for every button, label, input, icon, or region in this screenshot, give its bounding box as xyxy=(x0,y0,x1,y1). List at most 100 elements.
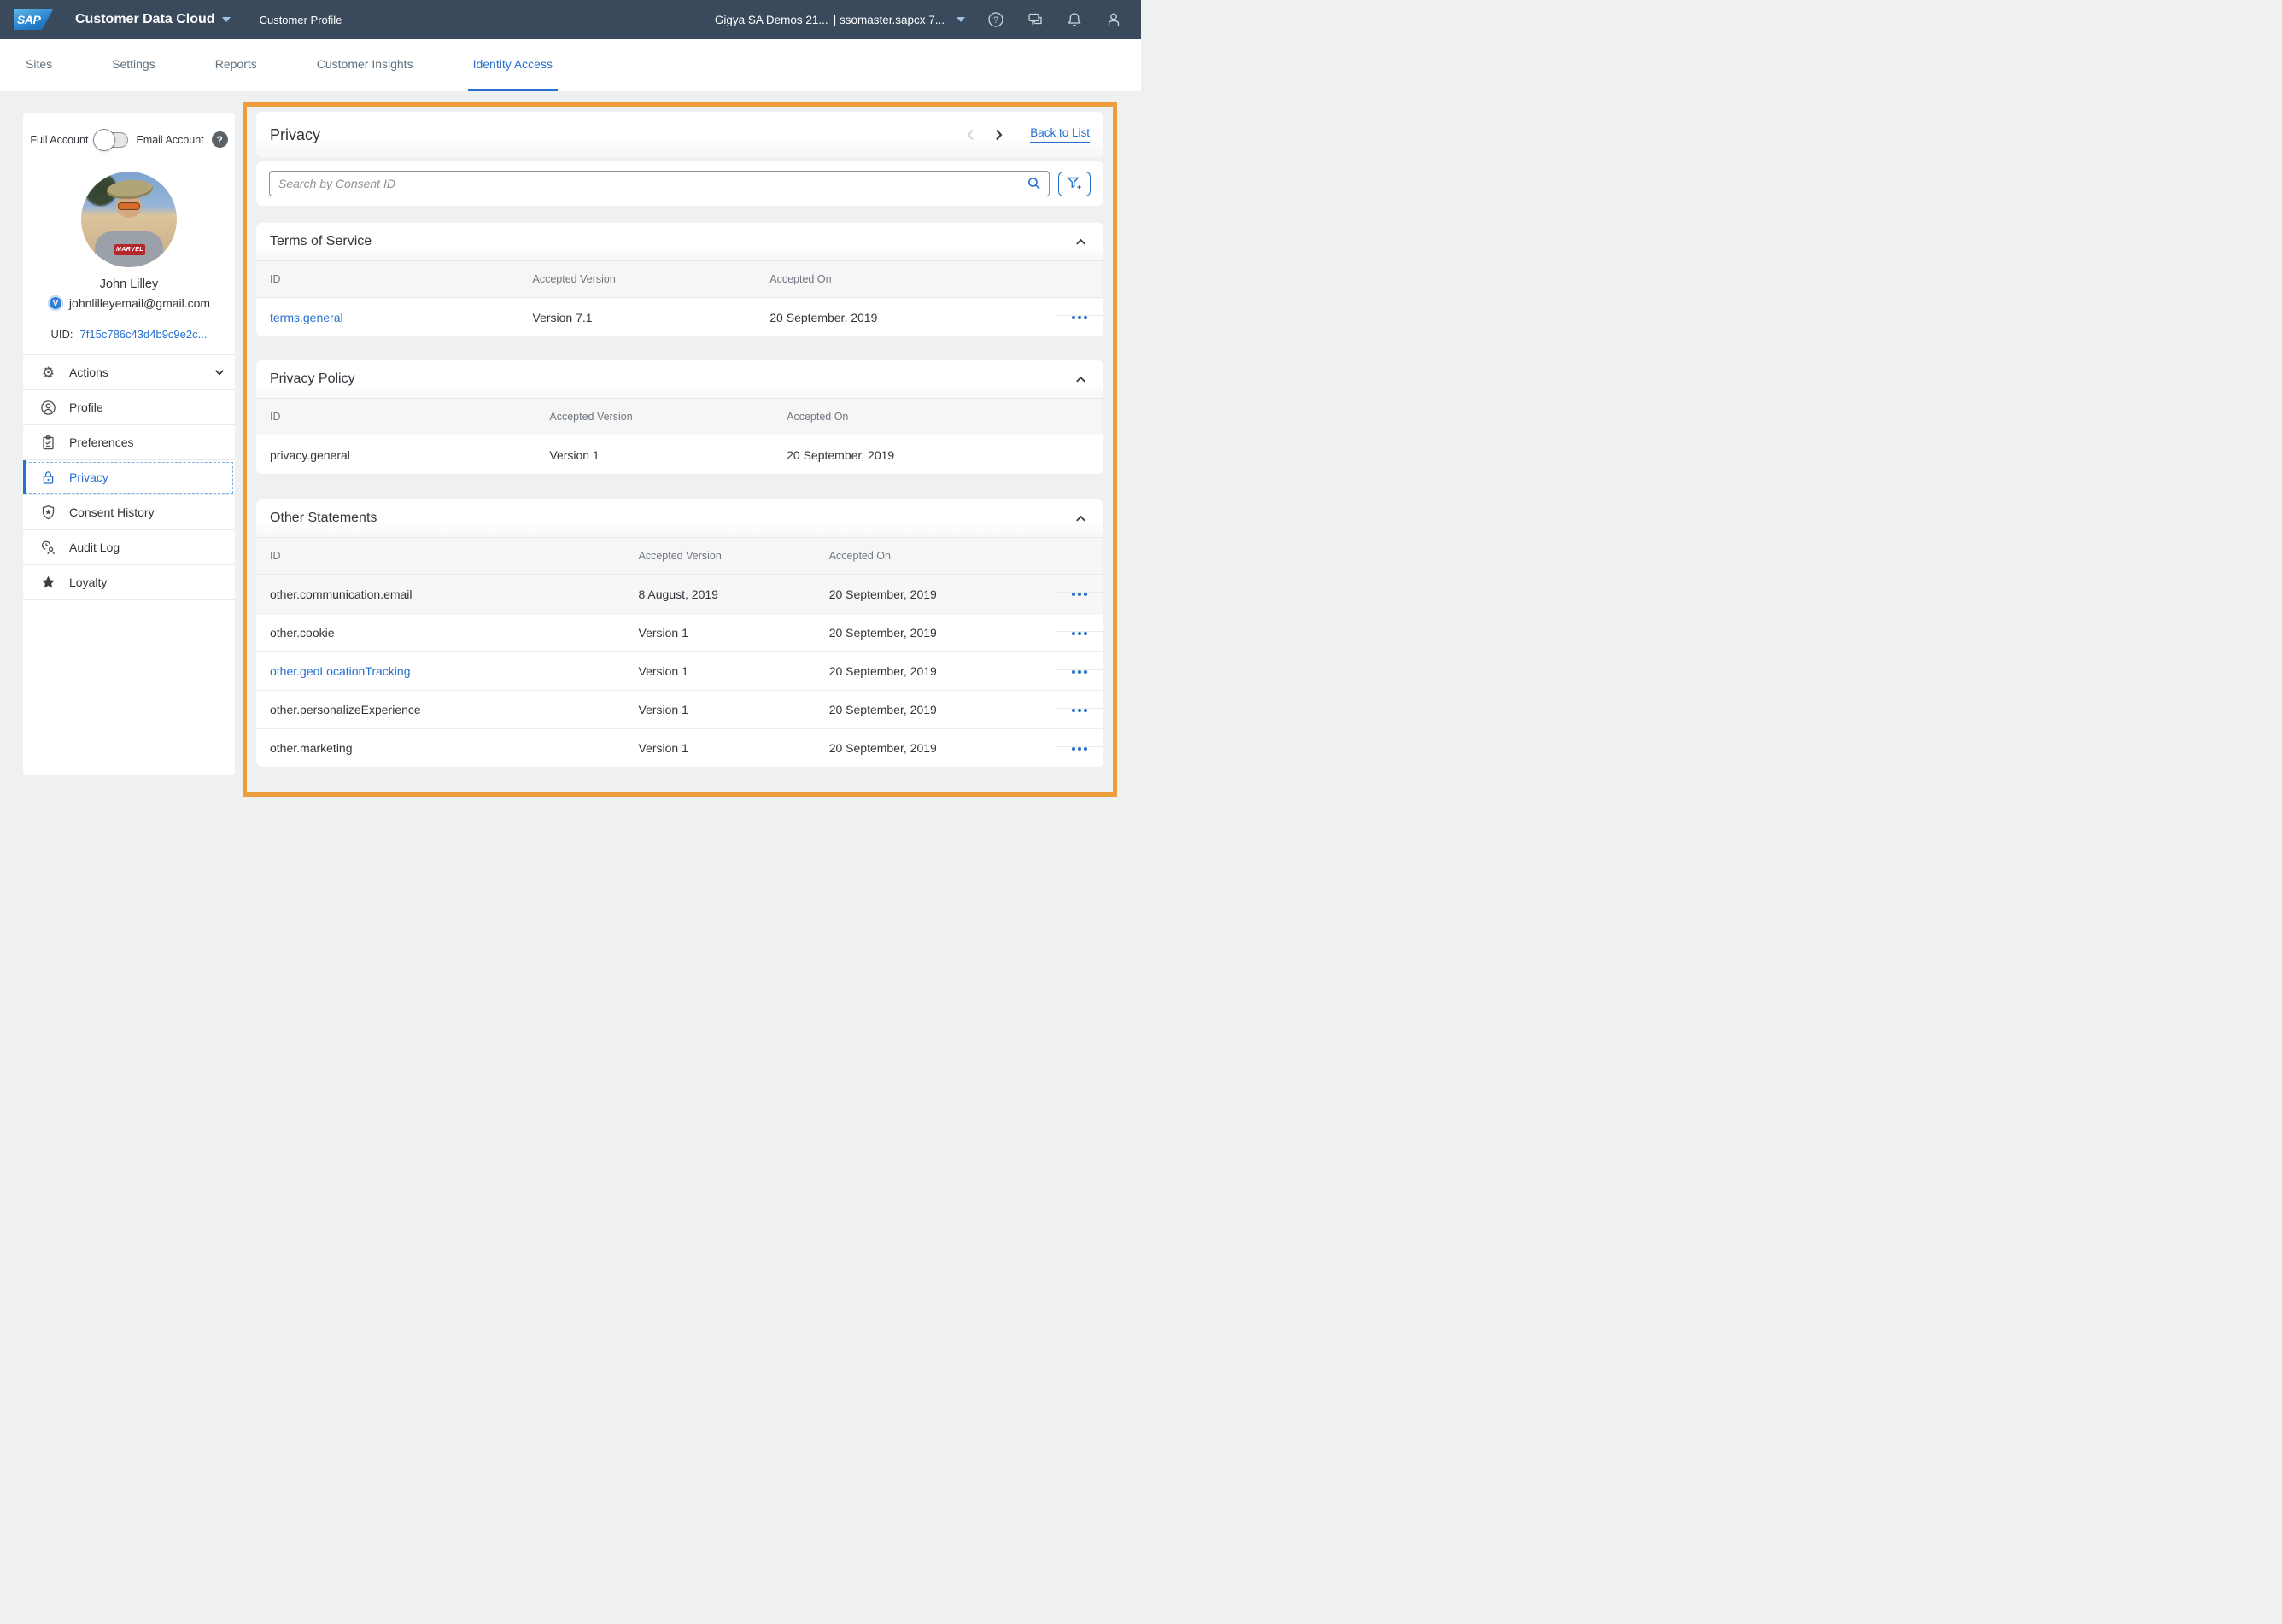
consent-id-link[interactable]: other.geoLocationTracking xyxy=(256,664,625,678)
table-header-row: ID Accepted Version Accepted On xyxy=(256,537,1103,575)
search-icon[interactable] xyxy=(1027,176,1042,191)
next-record-icon[interactable] xyxy=(991,127,1006,143)
accepted-version-value: Version 1 xyxy=(625,664,816,678)
sidebar-item-audit-log[interactable]: Audit Log xyxy=(23,530,235,565)
section-title: Privacy Policy xyxy=(270,371,355,387)
chevron-down-icon[interactable] xyxy=(213,365,226,379)
col-header-accepted-version: Accepted Version xyxy=(535,411,773,423)
table-header-row: ID Accepted Version Accepted On xyxy=(256,398,1103,435)
row-overflow-menu-icon[interactable] xyxy=(1056,708,1103,712)
row-overflow-menu-icon[interactable] xyxy=(1056,315,1103,319)
account-name[interactable]: Gigya SA Demos 21... xyxy=(715,14,828,26)
accepted-on-value: 20 September, 2019 xyxy=(816,741,1056,755)
sidebar-item-privacy[interactable]: Privacy xyxy=(23,460,235,495)
user-icon[interactable] xyxy=(1105,11,1122,28)
avatar-sunglasses xyxy=(119,203,139,209)
table-row: other.marketing Version 1 20 September, … xyxy=(256,728,1103,767)
tab-customer-insights[interactable]: Customer Insights xyxy=(312,39,418,91)
table-row: terms.general Version 7.1 20 September, … xyxy=(256,298,1103,336)
uid-label: UID: xyxy=(51,328,73,341)
table-row: other.personalizeExperience Version 1 20… xyxy=(256,690,1103,728)
tab-settings[interactable]: Settings xyxy=(107,39,161,91)
uid-value-link[interactable]: 7f15c786c43d4b9c9e2c... xyxy=(80,328,208,341)
consent-id-value: other.cookie xyxy=(256,626,625,640)
accepted-on-value: 20 September, 2019 xyxy=(816,703,1056,716)
tab-reports[interactable]: Reports xyxy=(210,39,262,91)
table-row: privacy.general Version 1 20 September, … xyxy=(256,435,1103,474)
terms-of-service-section: Terms of Service ID Accepted Version Acc… xyxy=(256,223,1103,336)
add-filter-button[interactable] xyxy=(1058,172,1091,196)
consent-history-icon xyxy=(40,505,56,521)
accepted-on-value: 20 September, 2019 xyxy=(816,626,1056,640)
lock-icon xyxy=(40,470,56,486)
tab-identity-access[interactable]: Identity Access xyxy=(468,39,558,91)
site-name[interactable]: | ssomaster.sapcx 7... xyxy=(834,14,945,26)
col-header-accepted-on: Accepted On xyxy=(756,273,1056,285)
col-header-accepted-version: Accepted Version xyxy=(625,550,816,562)
collapse-chevron-up-icon[interactable] xyxy=(1074,372,1088,387)
table-row: other.communication.email 8 August, 2019… xyxy=(256,575,1103,613)
account-caret-down-icon[interactable] xyxy=(957,17,965,22)
accepted-on-value: 20 September, 2019 xyxy=(756,311,1056,324)
avatar-shirt-logo: MARVEL xyxy=(114,244,145,255)
sidebar-item-actions[interactable]: ⚙ Actions xyxy=(23,355,235,390)
consent-id-value: other.marketing xyxy=(256,741,625,755)
toggle-help-icon[interactable]: ? xyxy=(212,131,228,148)
row-overflow-menu-icon[interactable] xyxy=(1056,592,1103,596)
col-header-id: ID xyxy=(256,550,625,562)
full-account-label: Full Account xyxy=(30,134,88,146)
accepted-on-value: 20 September, 2019 xyxy=(816,664,1056,678)
section-title: Terms of Service xyxy=(270,234,372,249)
notifications-icon[interactable] xyxy=(1066,11,1083,28)
account-type-toggle-row: Full Account Email Account ? xyxy=(23,113,235,160)
row-overflow-menu-icon[interactable] xyxy=(1056,669,1103,674)
user-avatar: MARVEL xyxy=(81,172,177,267)
col-header-accepted-on: Accepted On xyxy=(773,411,1056,423)
svg-text:?: ? xyxy=(993,15,998,26)
table-row: other.cookie Version 1 20 September, 201… xyxy=(256,613,1103,651)
account-site-selector[interactable]: Gigya SA Demos 21... | ssomaster.sapcx 7… xyxy=(715,14,965,26)
shell-page-label: Customer Profile xyxy=(260,14,342,26)
consent-id-value: privacy.general xyxy=(256,448,535,462)
gear-icon: ⚙ xyxy=(40,365,56,381)
privacy-header-card: Privacy Back to List xyxy=(256,112,1103,158)
consent-search-input[interactable] xyxy=(269,171,1050,196)
sidebar-item-preferences[interactable]: Preferences xyxy=(23,425,235,460)
sidebar-menu: ⚙ Actions Profile Preferences Privacy xyxy=(23,354,235,600)
shell-bar: SAP Customer Data Cloud Customer Profile… xyxy=(0,0,1141,39)
sidebar-item-profile[interactable]: Profile xyxy=(23,390,235,425)
accepted-version-value: Version 1 xyxy=(625,626,816,640)
row-overflow-menu-icon[interactable] xyxy=(1056,631,1103,635)
loyalty-star-icon xyxy=(40,575,56,591)
user-email: johnlilleyemail@gmail.com xyxy=(69,296,210,310)
consent-id-value: other.communication.email xyxy=(256,587,625,601)
col-header-id: ID xyxy=(256,273,519,285)
toggle-knob[interactable] xyxy=(93,129,115,151)
table-row: other.geoLocationTracking Version 1 20 S… xyxy=(256,651,1103,690)
consent-id-link[interactable]: terms.general xyxy=(256,311,519,324)
audit-log-icon xyxy=(40,540,56,556)
sidebar-item-loyalty[interactable]: Loyalty xyxy=(23,565,235,600)
help-icon[interactable]: ? xyxy=(987,11,1004,28)
product-caret-down-icon[interactable] xyxy=(222,17,231,22)
collapse-chevron-up-icon[interactable] xyxy=(1074,511,1088,526)
privacy-policy-section: Privacy Policy ID Accepted Version Accep… xyxy=(256,360,1103,474)
accepted-version-value: Version 1 xyxy=(625,741,816,755)
accepted-on-value: 20 September, 2019 xyxy=(816,587,1056,601)
previous-record-icon[interactable] xyxy=(963,127,979,143)
accepted-version-value: Version 1 xyxy=(625,703,816,716)
col-header-accepted-on: Accepted On xyxy=(816,550,1056,562)
row-overflow-menu-icon[interactable] xyxy=(1056,746,1103,751)
other-statements-section: Other Statements ID Accepted Version Acc… xyxy=(256,499,1103,767)
feedback-icon[interactable] xyxy=(1027,11,1044,28)
tab-sites[interactable]: Sites xyxy=(20,39,57,91)
back-to-list-link[interactable]: Back to List xyxy=(1030,126,1090,143)
consent-search-card xyxy=(256,161,1103,206)
accepted-version-value: Version 7.1 xyxy=(519,311,757,324)
sidebar-item-consent-history[interactable]: Consent History xyxy=(23,495,235,530)
account-type-toggle[interactable] xyxy=(96,132,128,148)
privacy-content-highlight: Privacy Back to List Terms of Service xyxy=(243,102,1117,797)
product-title[interactable]: Customer Data Cloud xyxy=(75,12,215,27)
accepted-version-value: Version 1 xyxy=(535,448,773,462)
collapse-chevron-up-icon[interactable] xyxy=(1074,235,1088,249)
